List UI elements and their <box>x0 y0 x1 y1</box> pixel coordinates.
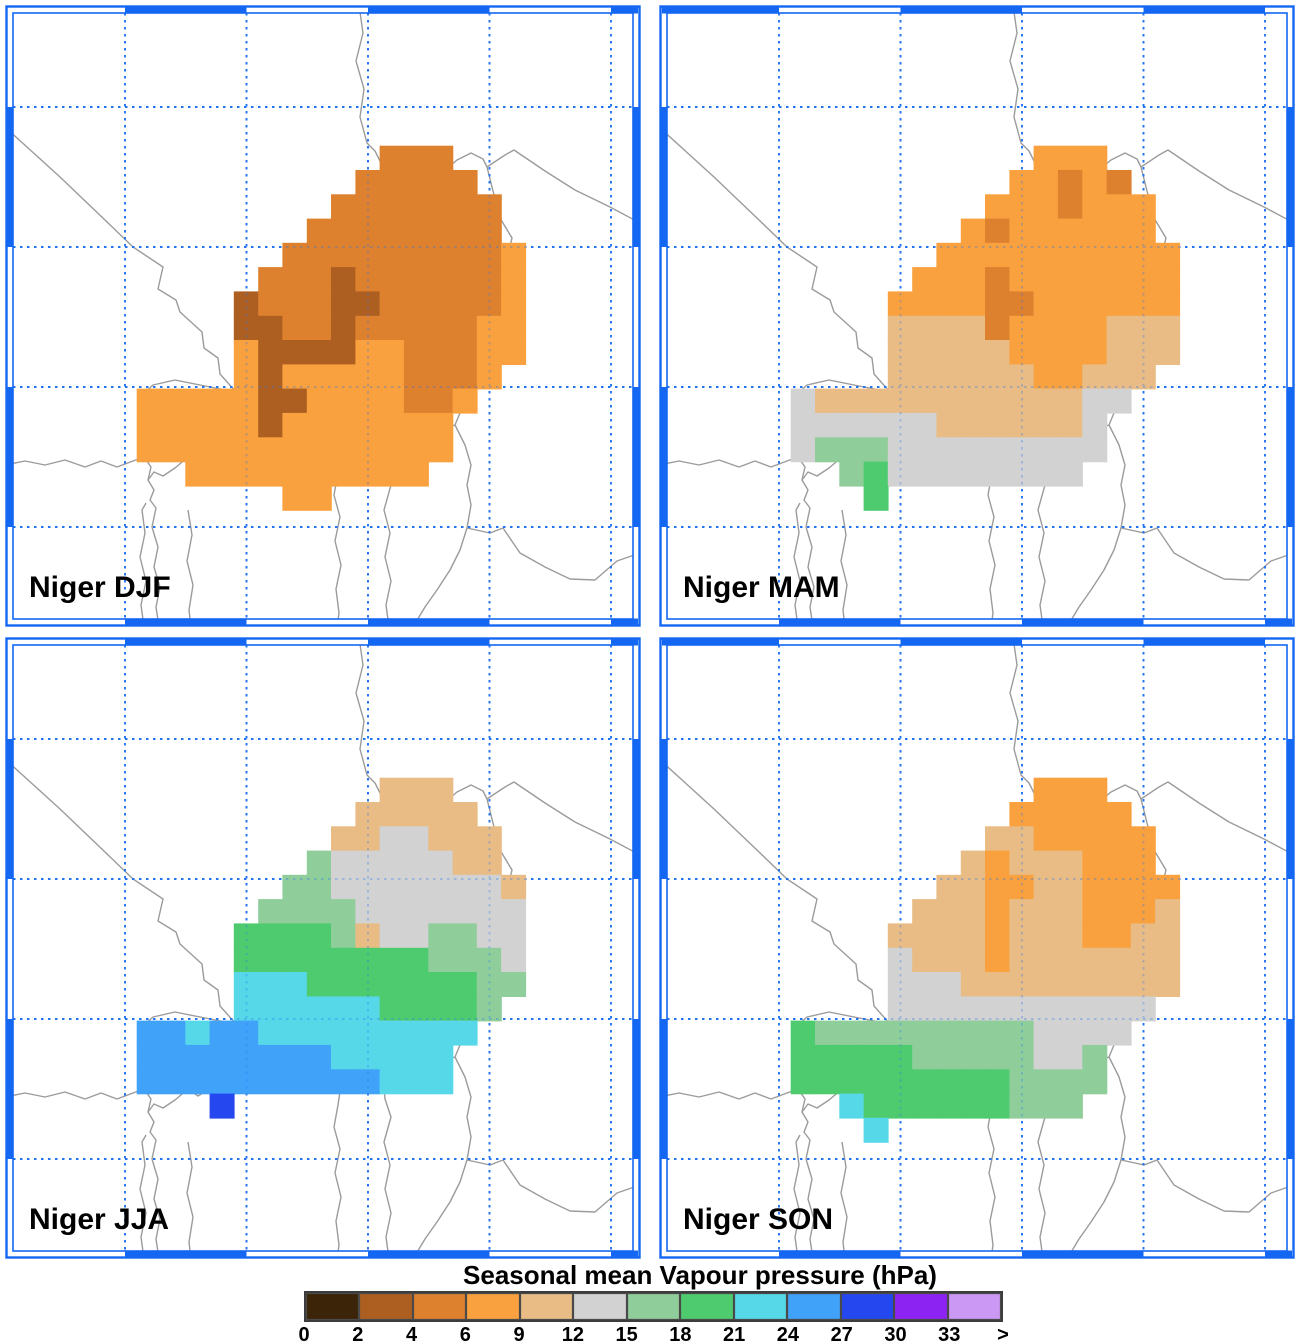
panel-label-jja: Niger JJA <box>29 1203 170 1236</box>
colorbar-tick-label: 6 <box>459 1324 471 1343</box>
map-niger-son <box>659 637 1295 1259</box>
vapour-pressure-cells <box>790 145 1181 511</box>
lat-lon-gridlines <box>667 13 1287 619</box>
panel-label-son: Niger SON <box>683 1203 834 1236</box>
colorbar-cell-4 <box>519 1293 574 1320</box>
colorbar-tick-label: 33 <box>938 1324 961 1343</box>
panel-niger-son: Niger SON <box>659 637 1295 1259</box>
colorbar-cell-10 <box>840 1293 895 1320</box>
colorbar-cell-1 <box>359 1293 413 1320</box>
colorbar-cell-5 <box>573 1293 627 1320</box>
colorbar-title: Seasonal mean Vapour pressure (hPa) <box>463 1260 937 1290</box>
neatline-tick-bars <box>660 638 1294 1258</box>
colorbar-tick-label: 12 <box>561 1324 584 1343</box>
colorbar <box>304 1291 1003 1322</box>
colorbar-tick-label: 9 <box>513 1324 525 1343</box>
vapour-pressure-cells <box>790 777 1181 1143</box>
lat-lon-gridlines <box>13 13 633 619</box>
colorbar-tick-label: 15 <box>615 1324 638 1343</box>
colorbar-tick-label: 21 <box>723 1324 746 1343</box>
lat-lon-gridlines <box>667 645 1287 1251</box>
colorbar-tick-label: 0 <box>298 1324 310 1343</box>
map-niger-mam <box>659 5 1295 627</box>
colorbar-cell-7 <box>680 1293 734 1320</box>
neatline-tick-bars <box>6 638 640 1258</box>
colorbar-tick-labels: 0 2 4 6 9 12 15 18 21 24 27 30 33 > <box>0 1324 1300 1343</box>
map-niger-jja <box>5 637 641 1259</box>
colorbar-cell-11 <box>894 1293 948 1320</box>
vapour-pressure-cells <box>136 145 527 511</box>
inner-frame <box>12 644 634 1252</box>
colorbar-cell-3 <box>466 1293 520 1320</box>
colorbar-tick-label: 4 <box>405 1324 418 1343</box>
panel-niger-mam: Niger MAM <box>659 5 1295 627</box>
colorbar-cell-9 <box>787 1293 841 1320</box>
colorbar-tick-label: 2 <box>352 1324 364 1343</box>
colorbar-tick-label: 27 <box>830 1324 853 1343</box>
neatline-tick-bars <box>6 6 640 626</box>
colorbar-tick-label: > <box>997 1324 1009 1343</box>
panel-niger-djf: Niger DJF <box>5 5 641 627</box>
panel-label-djf: Niger DJF <box>29 571 171 604</box>
colorbar-cell-6 <box>626 1293 681 1320</box>
colorbar-cell-0 <box>306 1293 360 1320</box>
neatline-tick-bars <box>660 6 1294 626</box>
colorbar-cell-2 <box>412 1293 467 1320</box>
outer-frame <box>5 637 641 1259</box>
outer-frame <box>5 5 641 627</box>
vapour-pressure-cells <box>136 777 527 1119</box>
map-niger-djf <box>5 5 641 627</box>
panel-label-mam: Niger MAM <box>683 571 840 604</box>
inner-frame <box>12 12 634 620</box>
colorbar-cell-12 <box>947 1293 1002 1320</box>
colorbar-cell-8 <box>733 1293 788 1320</box>
colorbar-tick-label: 24 <box>776 1324 800 1343</box>
lat-lon-gridlines <box>13 645 633 1251</box>
colorbar-tick-label: 30 <box>884 1324 907 1343</box>
colorbar-tick-label: 18 <box>669 1324 692 1343</box>
panel-niger-jja: Niger JJA <box>5 637 641 1259</box>
